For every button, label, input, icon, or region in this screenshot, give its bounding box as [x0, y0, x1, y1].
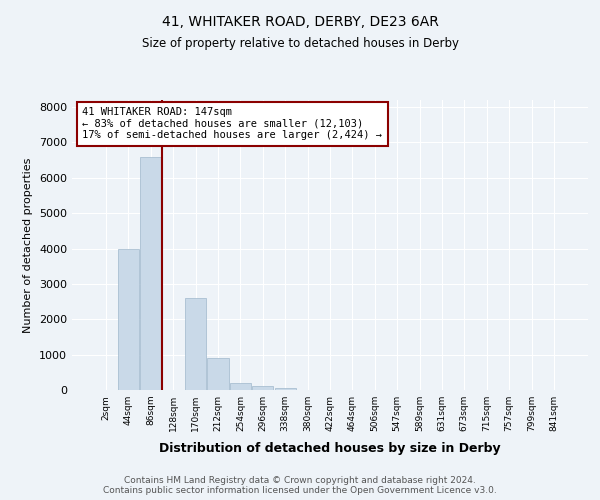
Text: 41, WHITAKER ROAD, DERBY, DE23 6AR: 41, WHITAKER ROAD, DERBY, DE23 6AR	[161, 15, 439, 29]
Y-axis label: Number of detached properties: Number of detached properties	[23, 158, 34, 332]
Text: Contains HM Land Registry data © Crown copyright and database right 2024.
Contai: Contains HM Land Registry data © Crown c…	[103, 476, 497, 495]
Bar	[185, 298, 206, 390]
Bar	[118, 248, 139, 390]
Text: Size of property relative to detached houses in Derby: Size of property relative to detached ho…	[142, 38, 458, 51]
Bar	[252, 386, 274, 390]
X-axis label: Distribution of detached houses by size in Derby: Distribution of detached houses by size …	[159, 442, 501, 456]
Bar	[140, 156, 161, 390]
Bar	[275, 388, 296, 390]
Bar	[208, 358, 229, 390]
Text: 41 WHITAKER ROAD: 147sqm
← 83% of detached houses are smaller (12,103)
17% of se: 41 WHITAKER ROAD: 147sqm ← 83% of detach…	[82, 108, 382, 140]
Bar	[230, 383, 251, 390]
